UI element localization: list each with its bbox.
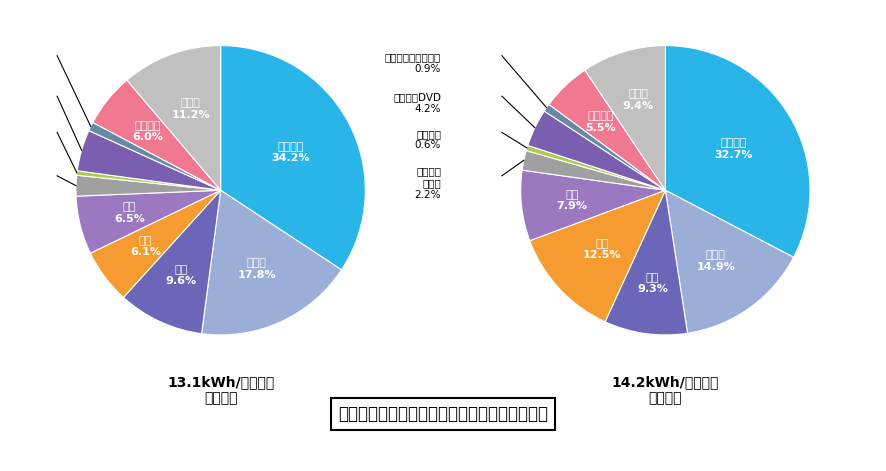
Text: 給湯
6.1%: 給湯 6.1%	[130, 236, 161, 257]
Wedge shape	[528, 111, 665, 190]
Wedge shape	[521, 170, 665, 241]
Text: その他
11.2%: その他 11.2%	[171, 98, 210, 120]
Text: パソコン・ルーター
0.9%: パソコン・ルーター 0.9%	[385, 52, 441, 74]
Text: 給湯
12.5%: 給湯 12.5%	[582, 238, 621, 260]
Text: 照明
9.6%: 照明 9.6%	[166, 265, 197, 286]
Text: テレビ・DVD
4.2%: テレビ・DVD 4.2%	[393, 93, 441, 114]
Text: 温水便座
0.6%: 温水便座 0.6%	[415, 129, 441, 150]
Text: 洗濯機・
乾燥機
2.2%: 洗濯機・ 乾燥機 2.2%	[415, 166, 441, 200]
Wedge shape	[93, 80, 221, 190]
Text: エアコン
34.2%: エアコン 34.2%	[271, 142, 310, 163]
Text: 冷蔵庫
14.9%: 冷蔵庫 14.9%	[696, 250, 735, 272]
Wedge shape	[123, 190, 221, 333]
Wedge shape	[76, 175, 221, 196]
Wedge shape	[221, 46, 365, 270]
Text: 待機電力
6.0%: 待機電力 6.0%	[132, 121, 163, 142]
Text: 炊事
6.5%: 炊事 6.5%	[114, 203, 144, 224]
Wedge shape	[90, 190, 221, 297]
Wedge shape	[89, 122, 221, 190]
Wedge shape	[526, 146, 665, 190]
Wedge shape	[605, 190, 688, 335]
Text: 待機電力
5.5%: 待機電力 5.5%	[585, 112, 616, 133]
Wedge shape	[530, 190, 665, 322]
Wedge shape	[665, 190, 794, 333]
Wedge shape	[201, 190, 341, 335]
Text: エアコン
32.7%: エアコン 32.7%	[714, 138, 753, 160]
Wedge shape	[522, 151, 665, 190]
Text: 照明
9.3%: 照明 9.3%	[637, 273, 668, 294]
Text: 13.1kWh/世帯・日
（夏季）: 13.1kWh/世帯・日 （夏季）	[167, 375, 275, 406]
Text: 炊事
7.9%: 炊事 7.9%	[556, 190, 587, 211]
Wedge shape	[77, 171, 221, 190]
Text: 14.2kWh/世帯・日
（冬季）: 14.2kWh/世帯・日 （冬季）	[611, 375, 719, 406]
Wedge shape	[544, 105, 665, 190]
Wedge shape	[665, 46, 810, 257]
Wedge shape	[585, 46, 665, 190]
Wedge shape	[549, 70, 665, 190]
Text: その他
9.4%: その他 9.4%	[623, 89, 654, 111]
Text: 冷蔵庫
17.8%: 冷蔵庫 17.8%	[237, 259, 276, 280]
Wedge shape	[77, 130, 221, 190]
Wedge shape	[127, 46, 221, 190]
Text: 家庭における家電製品の一日での電力消費割合: 家庭における家電製品の一日での電力消費割合	[338, 405, 548, 423]
Wedge shape	[76, 190, 221, 253]
